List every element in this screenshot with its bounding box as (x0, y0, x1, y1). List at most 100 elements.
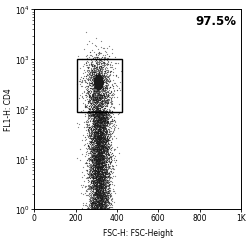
Point (98, 85, 102, 89)
Point (96, 85, 100, 89)
Point (98, 80, 102, 83)
Point (100, 125, 104, 129)
Point (94, 80, 98, 84)
Point (100, 76, 104, 80)
Point (94, 84, 98, 88)
Point (95, 83, 99, 87)
Point (88, 81, 92, 85)
Point (100, 80, 104, 83)
Point (92, 114, 96, 118)
Point (96, 83, 100, 87)
Point (95, 55, 99, 59)
Point (96, 87, 100, 91)
Point (95, 121, 99, 125)
Point (94, 83, 98, 86)
Point (96, 69, 100, 73)
Point (104, 142, 108, 146)
Point (95, 77, 99, 81)
Point (98, 143, 102, 147)
Point (96, 73, 100, 77)
Point (92, 144, 96, 148)
Point (98, 77, 102, 81)
Point (103, 137, 107, 141)
Point (97, 86, 101, 90)
Point (97, 136, 101, 140)
Point (96, 196, 100, 199)
Point (79, 183, 83, 187)
Point (91, 110, 95, 113)
Point (101, 148, 105, 152)
Point (84, 189, 88, 193)
Point (96, 93, 100, 97)
Point (98, 81, 102, 85)
Point (112, 148, 116, 151)
Point (94, 85, 98, 89)
Point (94, 156, 98, 160)
Point (96, 76, 100, 80)
Point (93, 111, 97, 114)
Point (105, 53, 109, 56)
Point (101, 120, 105, 123)
Point (96, 144, 100, 148)
Point (106, 122, 110, 126)
Point (97, 79, 101, 83)
Point (97, 137, 101, 141)
Point (92, 68, 96, 72)
Point (94, 81, 98, 85)
Point (88, 198, 92, 202)
Point (95, 185, 99, 189)
Point (97, 83, 101, 86)
Point (96, 203, 100, 206)
Point (100, 100, 103, 104)
Point (96, 118, 100, 122)
Point (98, 85, 102, 89)
Point (91, 182, 95, 185)
Point (112, 120, 116, 124)
Point (94, 181, 98, 185)
Point (104, 190, 108, 194)
Point (103, 141, 107, 145)
Point (94, 130, 98, 134)
Point (96, 79, 100, 83)
Point (100, 128, 104, 132)
Point (100, 195, 104, 199)
Point (102, 159, 106, 163)
Point (97, 110, 101, 113)
Point (94, 83, 98, 86)
Point (100, 136, 104, 140)
Point (95, 192, 99, 196)
Point (104, 200, 108, 204)
Point (96, 85, 100, 89)
Point (92, 117, 96, 121)
Point (88, 156, 92, 160)
Point (87, 161, 91, 165)
Point (96, 80, 100, 84)
Point (95, 79, 99, 83)
Point (96, 79, 100, 83)
Point (104, 81, 108, 85)
Point (92, 86, 96, 90)
Point (93, 77, 97, 81)
Point (100, 82, 103, 85)
Point (96, 207, 100, 211)
Point (93, 164, 97, 168)
Point (98, 78, 102, 82)
Point (95, 113, 99, 117)
Point (93, 192, 97, 196)
Point (101, 184, 105, 188)
Point (100, 153, 104, 157)
Point (112, 105, 116, 108)
Point (94, 81, 98, 84)
Point (105, 117, 109, 121)
Point (96, 83, 100, 86)
Point (106, 74, 110, 77)
Point (98, 78, 102, 82)
Point (91, 175, 95, 179)
Point (105, 135, 109, 139)
Point (99, 77, 103, 81)
Point (95, 88, 99, 91)
Point (96, 193, 100, 197)
Point (97, 80, 101, 83)
Point (96, 168, 100, 172)
Point (93, 121, 97, 125)
